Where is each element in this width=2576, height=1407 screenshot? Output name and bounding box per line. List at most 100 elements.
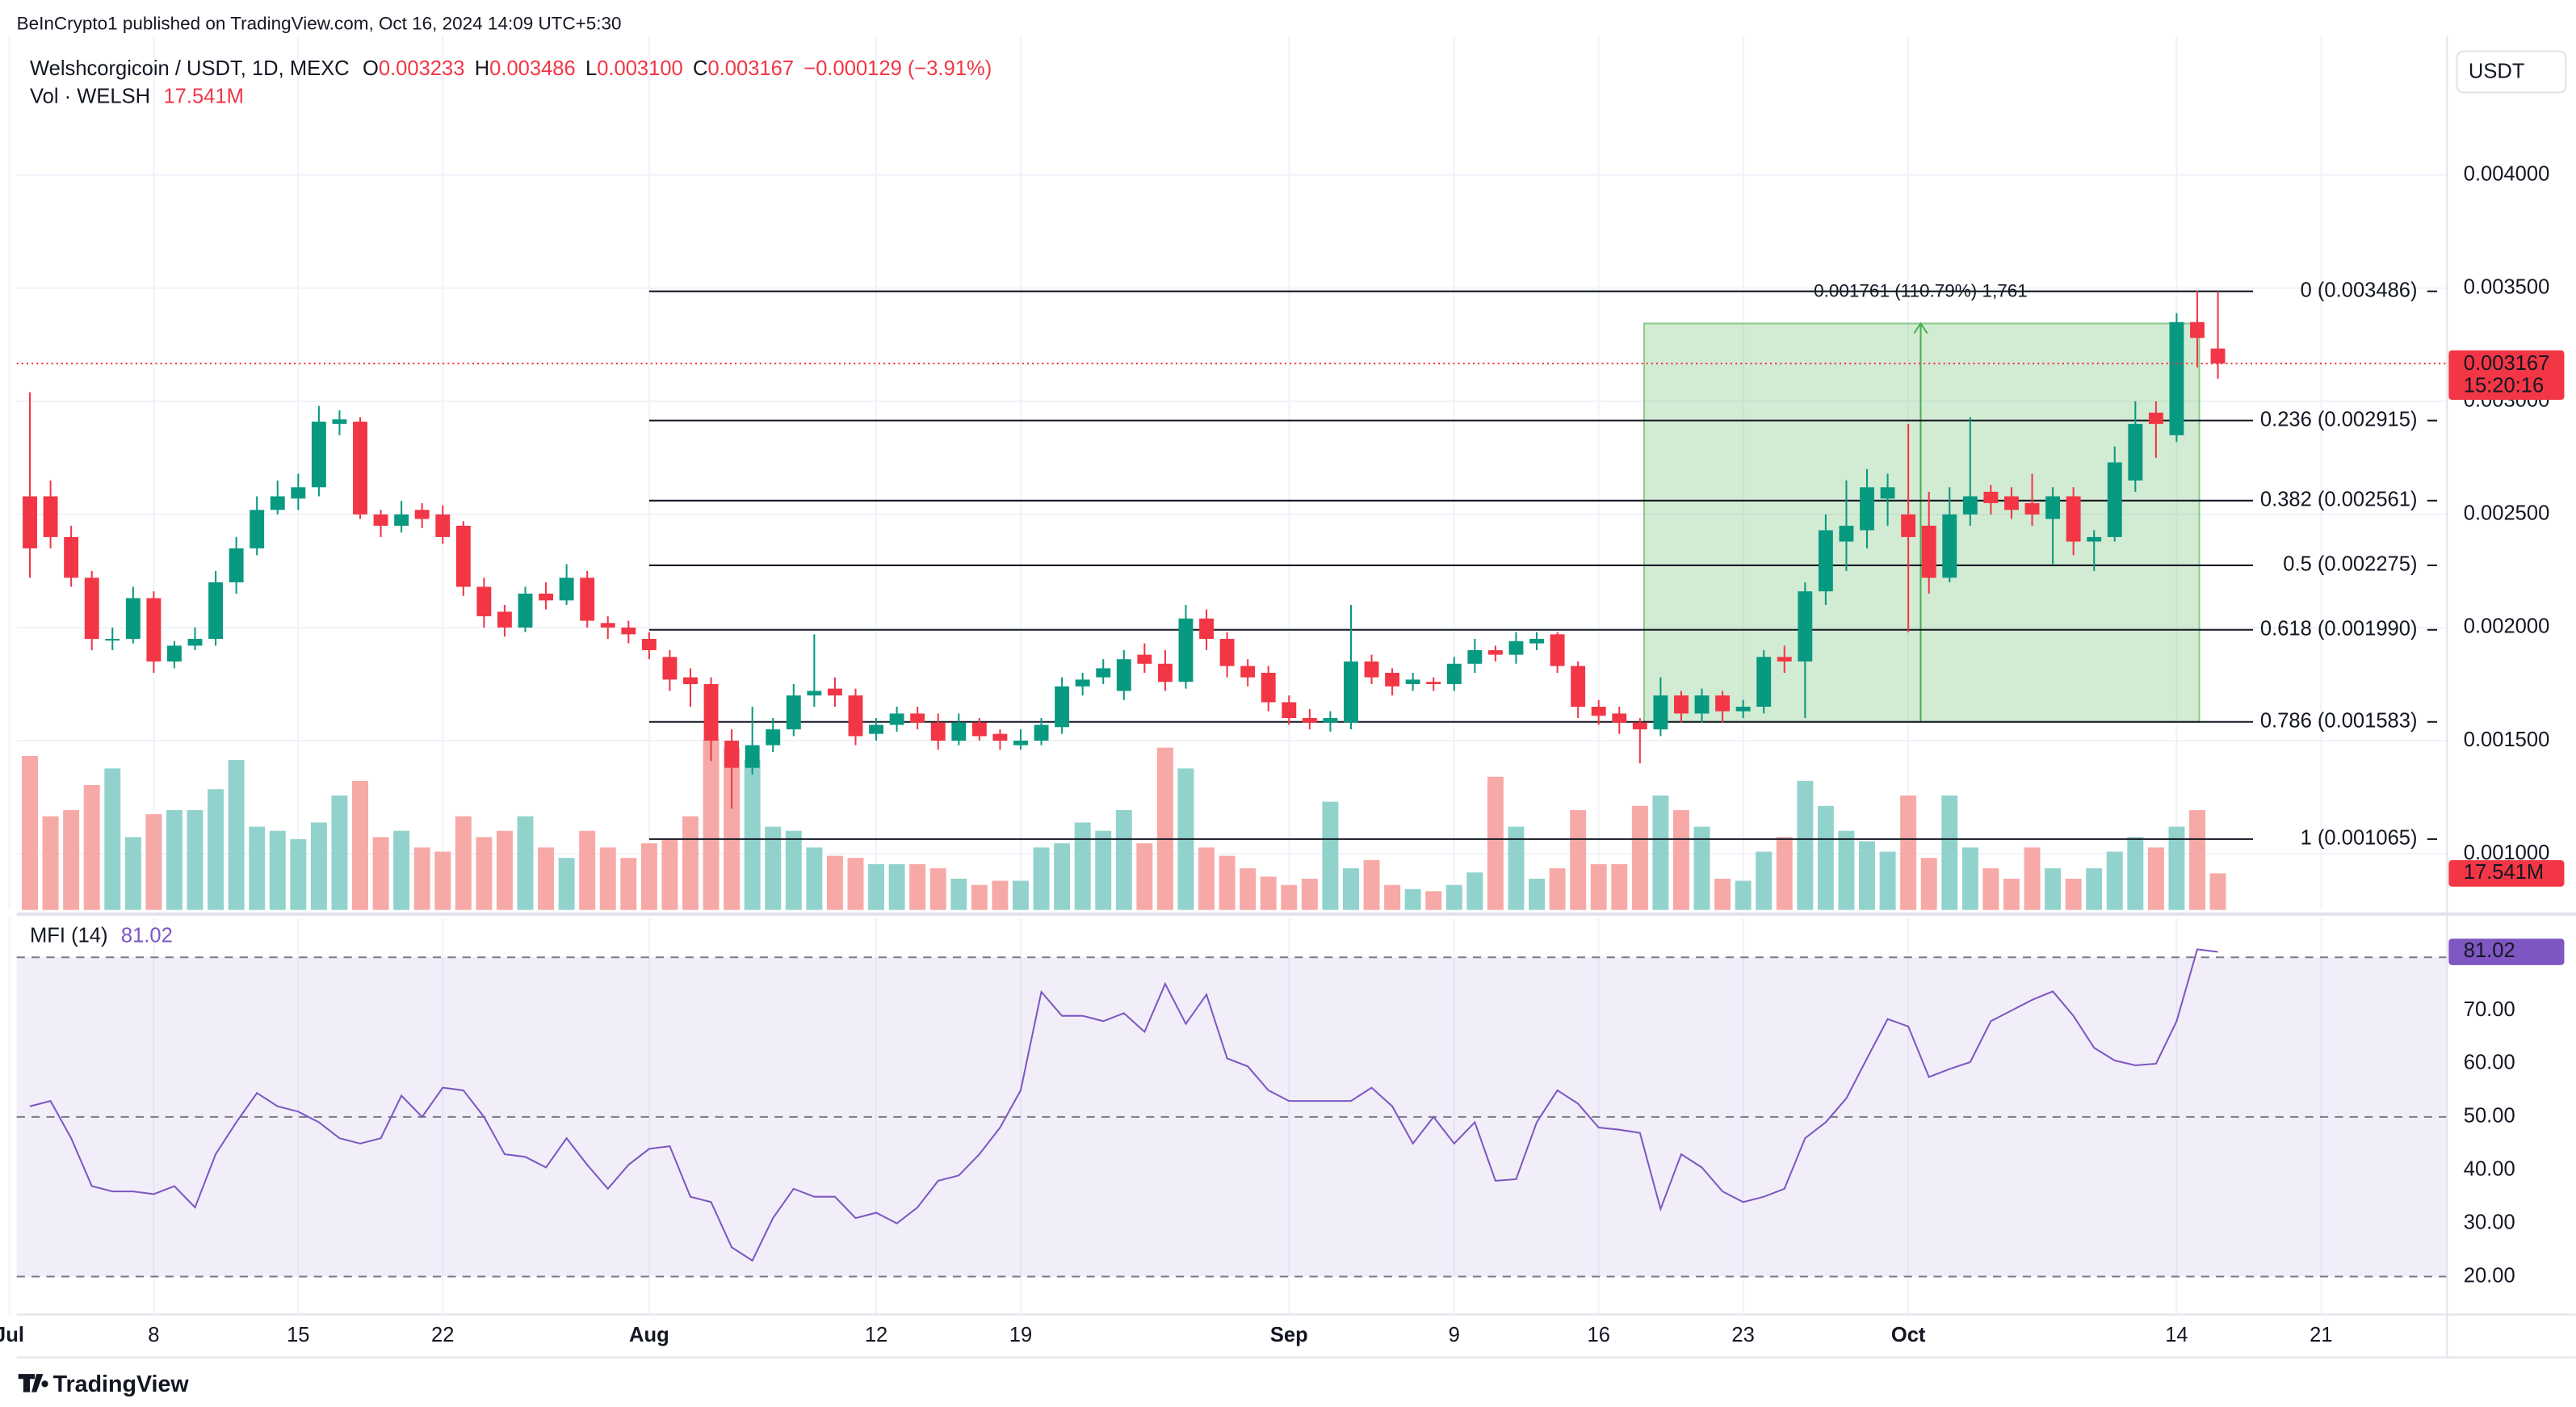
volume-bar (1920, 858, 1937, 910)
x-tick-label: Oct (1891, 1324, 1926, 1346)
candle-body (1075, 679, 1090, 687)
candle-body (84, 578, 99, 639)
volume-bar (1961, 847, 1978, 910)
volume-bar (1198, 847, 1215, 910)
candle-body (311, 422, 326, 488)
candle-body (1735, 707, 1751, 712)
candle-body (600, 623, 615, 628)
volume-bar (1445, 884, 1462, 910)
volume-bar (2189, 809, 2205, 910)
candle-body (1302, 718, 1317, 723)
candle-body (2087, 536, 2102, 542)
volume-bar (868, 863, 885, 910)
candle-body (848, 695, 863, 737)
candle-body (621, 627, 636, 635)
candle-body (1364, 661, 1379, 678)
candle-body (146, 598, 162, 662)
volume-bar (1838, 830, 1855, 910)
volume-bar (1590, 863, 1607, 910)
mfi-tick-label: 20.00 (2464, 1264, 2515, 1287)
candle-body (1240, 666, 1256, 678)
candle-body (105, 638, 120, 641)
volume-bar (1033, 847, 1050, 910)
candle-body (930, 722, 946, 741)
y-tick-label: 0.002500 (2464, 502, 2550, 525)
candle-body (662, 657, 678, 680)
candle-body (43, 496, 58, 537)
candle-body (1157, 663, 1173, 682)
candle-body (869, 724, 883, 734)
volume-bar (249, 826, 266, 910)
candle-body (745, 745, 760, 768)
candle-body (373, 514, 388, 526)
candle-body (724, 741, 740, 768)
volume-bar (888, 863, 905, 910)
volume-bar (1879, 851, 1896, 910)
volume-bar (42, 816, 59, 910)
candle-body (1921, 525, 1936, 578)
x-tick-label: 21 (2310, 1324, 2332, 1346)
mfi-value: 81.02 (121, 924, 173, 947)
volume-bar (1322, 801, 1339, 910)
legend-key: H (475, 57, 489, 80)
volume-bar (22, 755, 38, 910)
volume-bar (929, 868, 946, 910)
volume-bar (517, 816, 534, 910)
volume-bar (1115, 809, 1132, 910)
candle-body (1446, 663, 1462, 685)
candle-body (1756, 657, 1772, 708)
volume-bar (290, 838, 307, 910)
legend-key: L (585, 57, 597, 80)
candle-body (291, 487, 306, 499)
currency-button-label[interactable]: USDT (2469, 61, 2525, 83)
x-tick-label: 9 (1449, 1324, 1460, 1346)
y-tick-label: 0.001500 (2464, 729, 2550, 751)
volume-value: 17.541M (163, 85, 243, 107)
candle-body (1426, 682, 1441, 685)
mfi-line (29, 948, 2218, 1262)
volume-bar (1941, 795, 1958, 910)
volume-bar (1240, 868, 1257, 910)
candle-body (1178, 618, 1194, 682)
symbol-legend: Welshcorgicoin / USDT, 1D, MEXC O0.003233… (30, 57, 992, 80)
x-tick-label: Sep (1270, 1324, 1308, 1346)
mfi-value-label: 81.02 (2464, 939, 2515, 962)
volume-bar (1756, 851, 1773, 910)
fib-label: 0.382 (0.002561) (2260, 489, 2418, 511)
publisher-line: BeInCrypto1 published on TradingView.com… (17, 14, 622, 34)
candle-body (580, 578, 595, 621)
candle-body (414, 510, 430, 519)
candle-body (703, 684, 719, 741)
candle-body (1715, 695, 1731, 712)
y-tick-label: 0.004000 (2464, 162, 2550, 185)
volume-bar (1281, 884, 1298, 910)
volume-bar (2127, 837, 2144, 910)
x-tick-label: 14 (2165, 1324, 2188, 1346)
volume-bar (785, 830, 802, 910)
candle-body (394, 514, 409, 526)
fib-label: 0.5 (0.002275) (2283, 553, 2417, 576)
candle-body (1694, 695, 1710, 714)
legend-value: 0.003233 (379, 57, 465, 80)
candle-body (971, 722, 987, 737)
candle-body (1798, 591, 1813, 662)
volume-bar (538, 847, 555, 910)
volume-bar (1260, 876, 1277, 910)
volume-bar (413, 847, 430, 910)
candle-body (951, 722, 967, 741)
candle-body (1116, 659, 1131, 691)
symbol-title: Welshcorgicoin / USDT, 1D, MEXC (30, 57, 350, 80)
currency-button[interactable] (2456, 50, 2567, 94)
candle-body (1013, 741, 1028, 746)
candle-body (1591, 707, 1606, 716)
volume-bar (476, 837, 493, 910)
candle-body (992, 733, 1008, 741)
volume-bar (2024, 847, 2041, 910)
candle-body (1653, 695, 1668, 730)
x-tick-label: Aug (629, 1324, 669, 1346)
volume-bar (558, 858, 575, 910)
candle-body (1612, 713, 1627, 723)
volume-bar (579, 830, 596, 910)
